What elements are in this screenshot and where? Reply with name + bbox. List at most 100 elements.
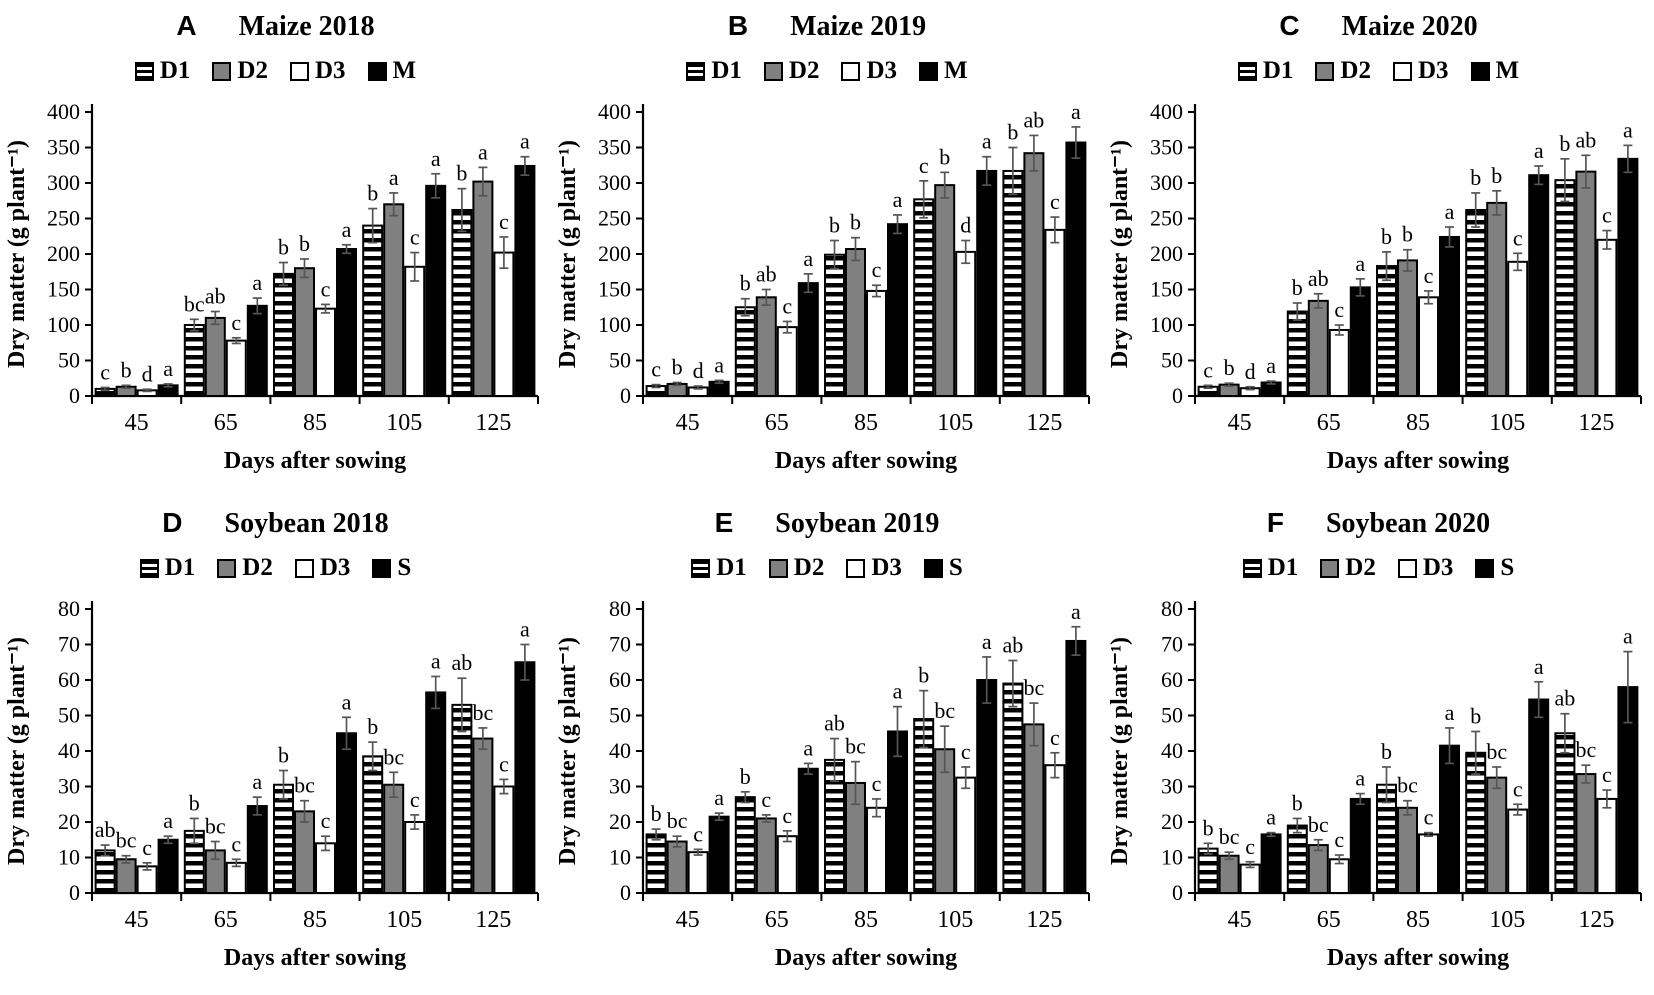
sig-letter: a	[982, 629, 992, 654]
x-tick-label: 125	[1578, 410, 1614, 436]
striped-square-icon	[691, 558, 711, 578]
y-tick-label: 200	[598, 241, 631, 266]
legend: D1 D2 D3 M	[551, 48, 1103, 94]
striped-square-icon	[686, 61, 706, 81]
bar-D3-45	[1239, 863, 1261, 895]
legend-item-D2: D2	[212, 57, 268, 85]
error-bar	[740, 790, 750, 804]
bar-D2-65	[204, 316, 226, 397]
sig-letter: ab	[824, 711, 845, 736]
sig-letter: a	[1534, 654, 1544, 679]
error-bar	[121, 384, 131, 390]
error-bar	[1292, 817, 1302, 834]
bar-D2-85	[294, 810, 315, 895]
legend-item-D3: D3	[1392, 57, 1449, 85]
y-tick-label: 30	[1161, 774, 1183, 799]
sig-letter: b	[121, 357, 132, 382]
legend-item-D2: D2	[1320, 554, 1376, 582]
white-square-icon	[846, 558, 866, 578]
sig-letter: c	[1513, 225, 1523, 250]
panel-header: B Maize 2019	[551, 0, 1103, 48]
bar-D1-65	[1286, 824, 1308, 894]
bar-S-105	[1528, 698, 1550, 895]
striped-square-icon	[139, 558, 159, 578]
error-bar	[1382, 251, 1391, 282]
bar-D3-125	[1044, 228, 1066, 397]
sig-letter: c	[1602, 762, 1612, 787]
bar-D2-125	[1023, 723, 1045, 894]
legend-item-S: S	[1475, 554, 1514, 582]
error-bar	[231, 336, 241, 345]
panel-letter: A	[176, 10, 197, 41]
sig-letter: ab	[95, 817, 116, 842]
sig-letter: a	[1445, 199, 1455, 224]
legend-label: S	[948, 554, 963, 581]
legend-label: S	[1500, 554, 1515, 581]
bar-D2-125	[1575, 773, 1597, 894]
sig-letter: d	[142, 361, 153, 386]
sig-letter: bc	[1219, 824, 1240, 849]
y-tick-label: 30	[609, 774, 631, 799]
y-tick-label: 100	[1150, 312, 1183, 337]
y-tick-label: 40	[609, 738, 631, 763]
error-bar	[1534, 680, 1544, 719]
error-bar	[961, 766, 971, 790]
black-square-icon	[1475, 558, 1495, 578]
y-axis-label: Dry matter (g plant⁻¹)	[555, 637, 581, 865]
legend-label: M	[944, 57, 968, 84]
sig-letter: bc	[294, 773, 315, 798]
sig-letter: c	[693, 821, 703, 846]
panel-header: D Soybean 2018	[0, 497, 551, 545]
bar-D2-85	[1397, 259, 1418, 397]
bar-M-105	[425, 184, 447, 397]
bar-D1-105	[1465, 208, 1487, 398]
axes: 0 10 20 30 40 50 60 70 80 45 65 85 105 125 Days after …	[4, 596, 539, 971]
bar-D1-45	[645, 833, 667, 895]
sig-letter: c	[1050, 725, 1060, 750]
black-square-icon	[367, 61, 387, 81]
legend-label: D1	[1262, 57, 1294, 84]
x-tick-label: 65	[214, 410, 238, 436]
gray-square-icon	[1320, 558, 1340, 578]
error-bar	[368, 207, 378, 244]
bar-D3-125	[1596, 238, 1618, 397]
error-bar	[389, 771, 399, 798]
bar-D2-65	[1307, 844, 1329, 894]
sig-letter: b	[672, 355, 683, 380]
x-axis-label: Days after sowing	[1327, 448, 1509, 474]
legend-label: D1	[711, 57, 742, 84]
sig-letter: b	[1292, 275, 1303, 300]
sig-letter: b	[189, 790, 200, 815]
sig-letter: c	[1334, 827, 1344, 852]
sig-letter: bc	[473, 700, 494, 725]
y-tick-label: 40	[1161, 738, 1183, 763]
bar-D3-105	[404, 821, 426, 894]
bar-D2-105	[934, 184, 956, 397]
y-tick-label: 40	[58, 738, 80, 763]
legend: D1 D2 D3 S	[0, 545, 551, 591]
bar-D2-105	[1486, 776, 1508, 894]
sig-letter: b	[299, 231, 310, 256]
error-bar	[163, 835, 173, 845]
error-bar	[851, 760, 860, 806]
sig-letter: b	[456, 161, 467, 186]
legend-item-D1: D1	[686, 57, 742, 85]
sig-letter: c	[919, 153, 929, 178]
y-tick-label: 50	[58, 703, 80, 728]
panel-maize-2019: B Maize 2019 D1 D2 D3 M 0 50 100 150 200 250 300 3…	[551, 0, 1103, 497]
panel-letter: D	[162, 507, 183, 538]
error-bar	[651, 383, 661, 389]
bar-M-105	[1528, 174, 1550, 397]
bar-D3-65	[1328, 328, 1350, 397]
bar-D2-85	[1397, 806, 1418, 894]
bar-D1-125	[1002, 169, 1024, 398]
bar-D1-85	[273, 783, 294, 895]
error-bar	[693, 848, 703, 856]
striped-square-icon	[1242, 558, 1262, 578]
error-bar	[740, 297, 750, 317]
error-bar	[100, 844, 110, 857]
sig-letter: a	[163, 356, 173, 381]
black-square-icon	[919, 61, 939, 81]
